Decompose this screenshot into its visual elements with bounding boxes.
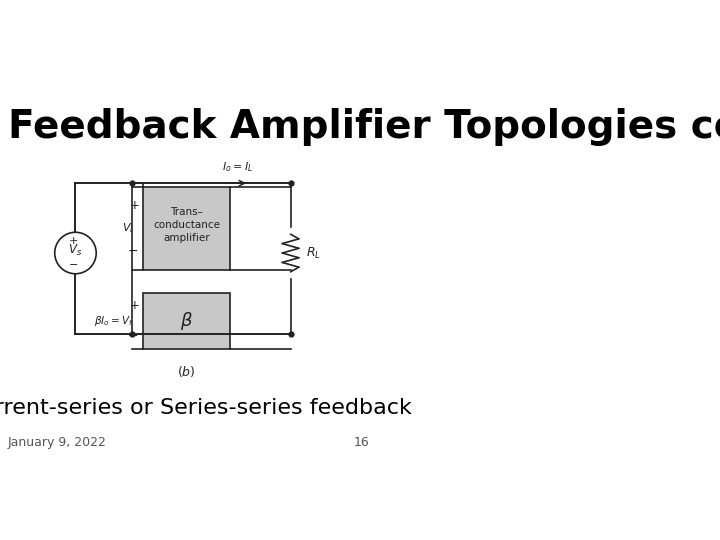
Text: $I_o = I_L$: $I_o = I_L$ xyxy=(222,160,253,174)
Text: $\beta I_o = V_f$: $\beta I_o = V_f$ xyxy=(94,314,134,328)
Text: $(b)$: $(b)$ xyxy=(177,364,196,380)
Text: $R_L$: $R_L$ xyxy=(306,246,320,261)
FancyBboxPatch shape xyxy=(143,187,230,270)
Text: +: + xyxy=(130,199,140,212)
Text: $V_i$: $V_i$ xyxy=(122,221,134,235)
Text: +: + xyxy=(69,235,78,246)
Circle shape xyxy=(55,232,96,274)
Text: Trans–
conductance
amplifier: Trans– conductance amplifier xyxy=(153,206,220,243)
FancyBboxPatch shape xyxy=(143,293,230,349)
Text: +: + xyxy=(130,299,140,312)
Text: −: − xyxy=(128,330,138,343)
Text: $V_s$: $V_s$ xyxy=(68,242,83,258)
Text: 16: 16 xyxy=(354,436,370,449)
Text: $\beta$: $\beta$ xyxy=(180,310,193,332)
Text: January 9, 2022: January 9, 2022 xyxy=(7,436,107,449)
Text: −: − xyxy=(69,260,78,271)
Text: Current-series or Series-series feedback: Current-series or Series-series feedback xyxy=(0,398,412,418)
Text: Feedback Amplifier Topologies contd.: Feedback Amplifier Topologies contd. xyxy=(7,108,720,146)
Text: −: − xyxy=(128,245,138,258)
